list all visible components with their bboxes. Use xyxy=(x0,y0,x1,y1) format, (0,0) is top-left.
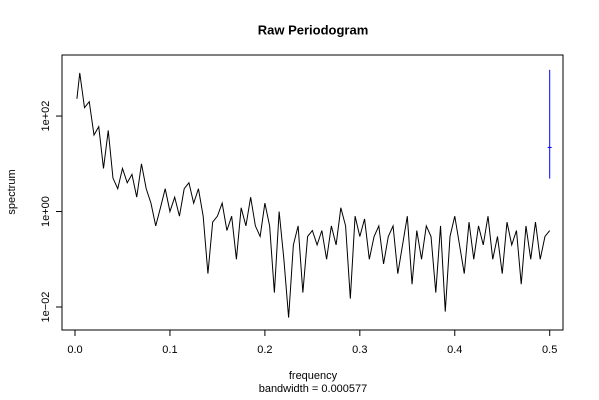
x-tick-label: 0.2 xyxy=(257,344,272,356)
x-tick-label: 0.3 xyxy=(352,344,367,356)
y-tick-label: 1e+02 xyxy=(40,101,52,132)
subtitle: bandwidth = 0.000577 xyxy=(259,383,368,395)
x-tick-label: 0.4 xyxy=(447,344,462,356)
x-tick-label: 0.0 xyxy=(67,344,82,356)
x-tick-label: 0.1 xyxy=(162,344,177,356)
y-tick-label: 1e−02 xyxy=(40,292,52,323)
y-axis-label: spectrum xyxy=(6,169,18,214)
plot-frame xyxy=(61,54,564,331)
x-tick-label: 0.5 xyxy=(542,344,557,356)
chart-title: Raw Periodogram xyxy=(258,22,369,37)
spectrum-line xyxy=(76,72,551,318)
y-tick-label: 1e+00 xyxy=(40,196,52,227)
x-axis-label: frequency xyxy=(289,370,338,382)
